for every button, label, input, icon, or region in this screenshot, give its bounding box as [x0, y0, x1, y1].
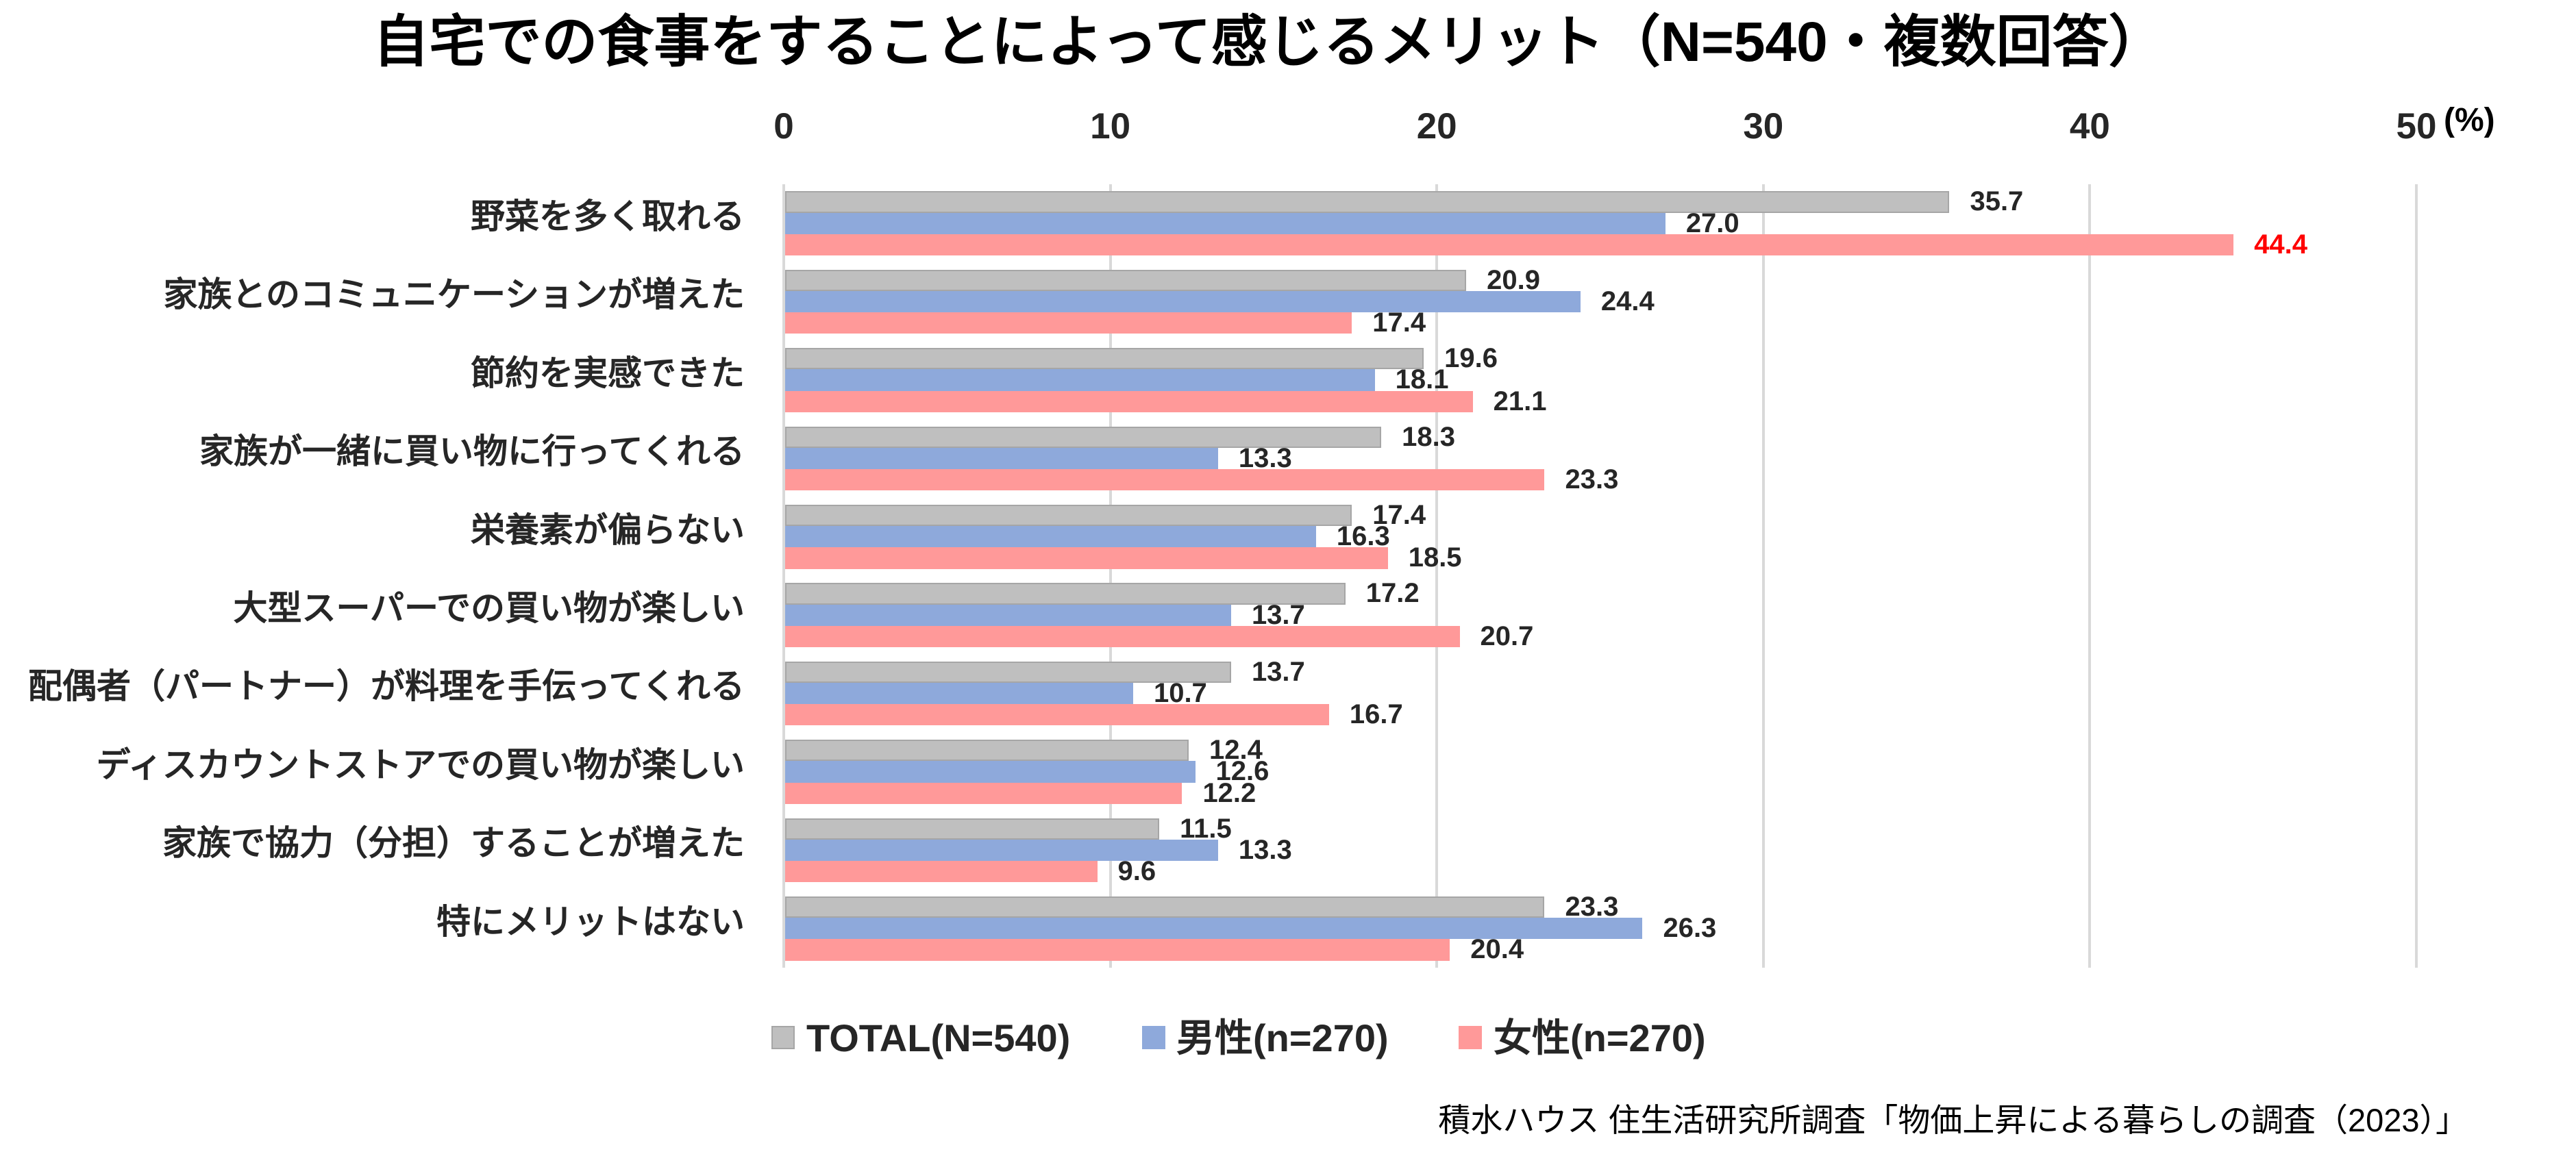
category-label: 特にメリットはない — [436, 902, 745, 941]
data-label: 19.6 — [1444, 343, 1498, 374]
bar-male — [785, 369, 1375, 391]
chart-title: 自宅での食事をすることによって感じるメリット（N=540・複数回答） — [373, 11, 2165, 73]
bar-total — [785, 740, 1189, 762]
data-label: 12.2 — [1202, 777, 1256, 808]
data-label: 9.6 — [1117, 856, 1156, 886]
legend-label-total: TOTAL(N=540) — [806, 1016, 1071, 1059]
bar-total — [785, 191, 1950, 213]
bar-total — [785, 661, 1231, 683]
category-label: 栄養素が偏らない — [471, 510, 745, 549]
x-tick-label: 30 — [1743, 106, 1784, 147]
bar-total — [785, 896, 1545, 918]
data-label: 12.6 — [1215, 756, 1270, 787]
bar-female — [785, 704, 1329, 726]
data-label: 16.3 — [1336, 521, 1390, 552]
data-label: 13.3 — [1238, 834, 1292, 865]
data-label: 12.4 — [1209, 735, 1263, 766]
category-label: 家族とのコミュニケーションが増えた — [163, 275, 745, 314]
source-note: 積水ハウス 住生活研究所調査「物価上昇による暮らしの調査（2023）」 — [1438, 1102, 2468, 1138]
gridline — [1109, 184, 1112, 968]
data-label: 18.1 — [1395, 364, 1449, 395]
gridline — [1761, 184, 1765, 968]
bar-female — [785, 469, 1545, 491]
bar-male — [785, 291, 1581, 313]
gridline — [2415, 184, 2418, 968]
bar-total — [785, 348, 1424, 370]
legend-label-female: 女性(n=270) — [1494, 1016, 1706, 1059]
bar-female — [785, 782, 1182, 804]
bar-total — [785, 583, 1346, 605]
legend-swatch-total — [771, 1026, 795, 1049]
data-label: 17.2 — [1365, 578, 1420, 609]
x-tick-label: 40 — [2069, 106, 2110, 147]
data-label: 24.4 — [1600, 286, 1655, 316]
category-label: 野菜を多く取れる — [471, 197, 745, 236]
x-tick-label: 10 — [1090, 106, 1131, 147]
category-label: 家族が一緒に買い物に行ってくれる — [199, 432, 745, 471]
value-axis-line — [782, 184, 785, 968]
bar-female — [785, 312, 1352, 334]
data-label: 17.4 — [1372, 500, 1426, 530]
data-label: 20.7 — [1480, 620, 1534, 651]
bar-female — [785, 234, 2234, 255]
data-label: 20.9 — [1487, 264, 1540, 295]
data-label: 21.1 — [1493, 386, 1547, 416]
bar-female — [785, 625, 1460, 647]
data-label: 35.7 — [1970, 186, 2024, 217]
data-label: 16.7 — [1349, 699, 1403, 730]
axis-unit-label: (%) — [2444, 102, 2495, 138]
legend-swatch-male — [1142, 1026, 1165, 1049]
data-label: 23.3 — [1565, 892, 1619, 922]
bar-female — [785, 390, 1473, 412]
data-label: 27.0 — [1685, 208, 1739, 238]
gridline — [2088, 184, 2092, 968]
bar-male — [785, 526, 1316, 548]
bar-female — [785, 547, 1388, 569]
category-label: 節約を実感できた — [471, 353, 745, 392]
data-label: 13.7 — [1251, 599, 1305, 630]
data-label: 18.3 — [1402, 421, 1456, 452]
bar-female — [785, 939, 1450, 961]
data-label: 10.7 — [1153, 678, 1207, 708]
bar-male — [785, 839, 1218, 861]
bar-total — [785, 505, 1352, 527]
data-label: 11.5 — [1180, 813, 1232, 844]
bar-male — [785, 918, 1643, 940]
legend-label-male: 男性(n=270) — [1176, 1016, 1389, 1059]
bar-male — [785, 447, 1218, 469]
legend-swatch-female — [1459, 1026, 1482, 1049]
bar-male — [785, 761, 1196, 783]
x-tick-label: 20 — [1416, 106, 1457, 147]
data-label: 13.7 — [1251, 656, 1305, 687]
data-label: 44.4 — [2254, 229, 2307, 260]
bar-male — [785, 683, 1133, 705]
category-label: 配偶者（パートナー）が料理を手伝ってくれる — [28, 667, 745, 706]
data-label: 13.3 — [1238, 442, 1292, 473]
bar-male — [785, 212, 1665, 234]
category-label: 家族で協力（分担）することが増えた — [162, 824, 745, 863]
bar-male — [785, 604, 1231, 626]
x-tick-label: 0 — [773, 106, 794, 147]
bar-total — [785, 426, 1382, 448]
bar-female — [785, 861, 1098, 883]
bar-total — [785, 818, 1160, 840]
category-label: ディスカウントストアでの買い物が楽しい — [96, 745, 745, 784]
category-label: 大型スーパーでの買い物が楽しい — [233, 589, 745, 627]
data-label: 26.3 — [1663, 913, 1717, 944]
data-label: 18.5 — [1408, 542, 1462, 573]
x-tick-label: 50 — [2396, 106, 2437, 147]
bar-total — [785, 269, 1467, 291]
data-label: 23.3 — [1565, 464, 1619, 494]
data-label: 17.4 — [1372, 308, 1426, 338]
gridline — [1435, 184, 1439, 968]
data-label: 20.4 — [1470, 934, 1524, 965]
